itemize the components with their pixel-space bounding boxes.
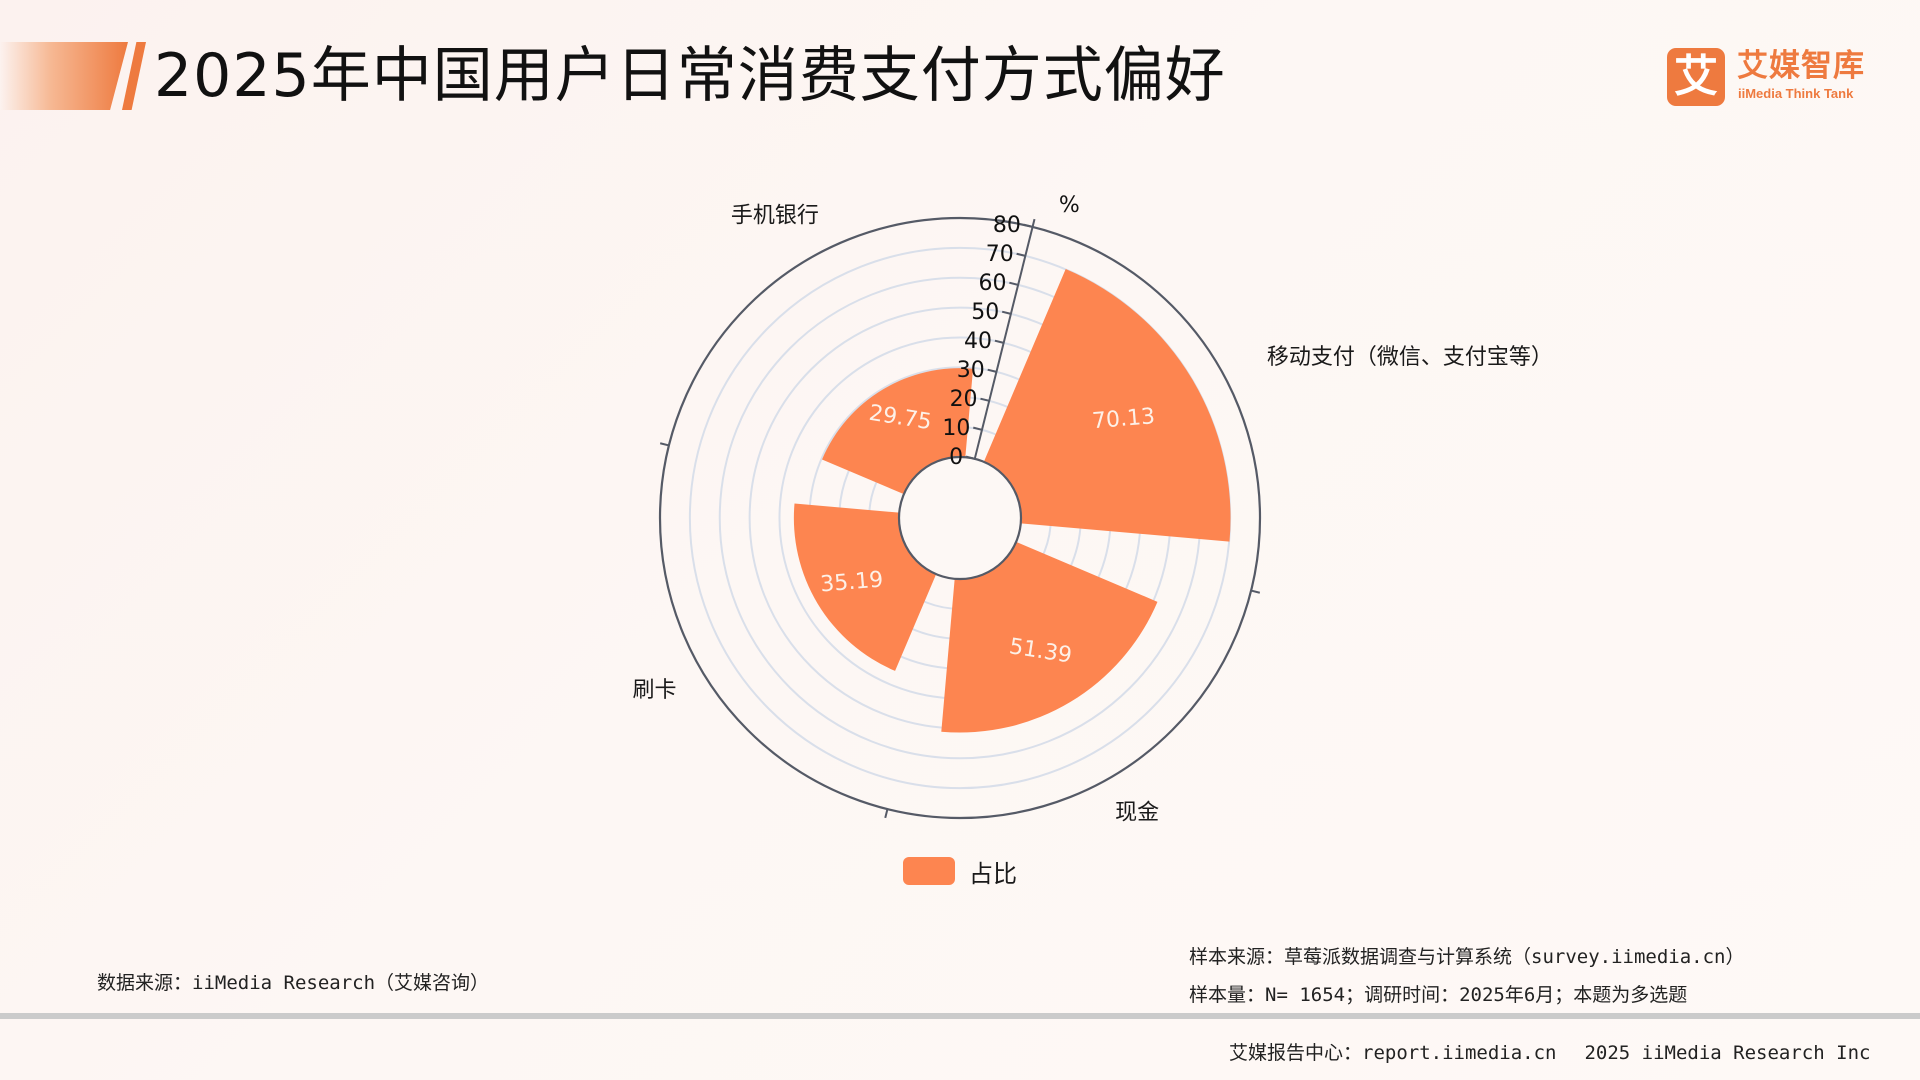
outer-axis-circle <box>658 216 1262 820</box>
title-accent-gradient <box>0 42 128 110</box>
legend-label: 占比 <box>969 859 1017 888</box>
category-label: 现金 <box>1115 800 1159 825</box>
data-source-note: 数据来源：iiMedia Research（艾媒咨询） <box>97 972 490 994</box>
iimedia-logo: 艾 艾媒智库 iiMedia Think Tank <box>1667 48 1877 108</box>
category-label: 手机银行 <box>731 204 819 229</box>
bar-value-label: 35.19 <box>819 567 884 597</box>
legend-swatch <box>903 857 955 885</box>
radial-tick <box>1009 281 1019 286</box>
radial-tick-label: 40 <box>964 329 992 354</box>
labels: 70.1351.3935.1929.7501020304050607080%移动… <box>633 193 1553 825</box>
radial-tick-label: 20 <box>950 387 978 412</box>
category-label: 移动支付（微信、支付宝等） <box>1267 345 1553 370</box>
logo-chinese-name: 艾媒智库 <box>1737 48 1865 84</box>
radial-tick-label: 10 <box>942 416 970 441</box>
radial-tick <box>965 455 975 460</box>
radial-tick <box>1001 310 1012 315</box>
chart-legend[interactable]: 占比 <box>903 855 1017 888</box>
sample-info-note: 样本量：N= 1654；调研时间：2025年6月；本题为多选题 <box>1189 984 1688 1006</box>
sample-source-note: 样本来源：草莓派数据调查与计算系统（survey.iimedia.cn） <box>1189 946 1745 968</box>
radial-tick-label: 30 <box>957 358 985 383</box>
logo-english-name: iiMedia Think Tank <box>1738 86 1854 101</box>
radial-tick <box>980 397 990 402</box>
radial-tick-label: 50 <box>971 300 999 325</box>
bar-wedge[interactable] <box>983 268 1231 542</box>
radial-tick <box>1023 223 1033 228</box>
radial-axis-unit: % <box>1059 193 1080 218</box>
radial-tick <box>1016 252 1026 257</box>
bar-wedge[interactable] <box>822 368 974 495</box>
axes <box>658 216 1262 820</box>
radial-tick-label: 80 <box>993 213 1021 238</box>
radial-tick-label: 0 <box>949 445 963 470</box>
title-bar: 2025年中国用户日常消费支付方式偏好 <box>0 41 1300 112</box>
radial-tick <box>973 426 983 431</box>
inner-hole <box>897 455 1023 581</box>
angular-tick <box>884 808 889 819</box>
copyright-text: 2025 iiMedia Research Inc <box>1584 1042 1871 1064</box>
footer-divider <box>0 1013 1920 1019</box>
radial-tick-label: 60 <box>978 271 1006 296</box>
category-label: 刷卡 <box>633 678 677 703</box>
radial-tick-label: 70 <box>986 242 1014 267</box>
bar-value-label: 70.13 <box>1091 404 1156 434</box>
bar-wedge[interactable] <box>941 541 1158 733</box>
bar-wedge[interactable] <box>793 503 937 671</box>
radial-tick <box>987 368 997 373</box>
angular-tick <box>659 442 670 447</box>
angular-tick <box>1250 589 1261 594</box>
radial-tick <box>994 339 1004 344</box>
logo-mark-icon: 艾 <box>1667 48 1725 106</box>
bars <box>793 268 1231 733</box>
radial-axis <box>973 218 1036 460</box>
report-center-link[interactable]: 艾媒报告中心：report.iimedia.cn <box>1229 1042 1557 1064</box>
footer: 艾媒报告中心：report.iimedia.cn 2025 iiMedia Res… <box>1229 1038 1870 1065</box>
page-title: 2025年中国用户日常消费支付方式偏好 <box>154 41 1226 111</box>
